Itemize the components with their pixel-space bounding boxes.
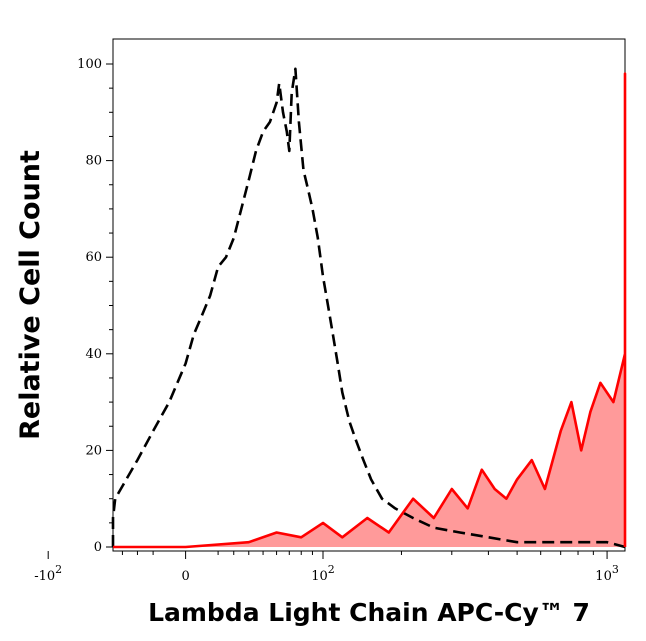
x-axis-title: Lambda Light Chain APC-Cy™ 7 <box>148 598 590 627</box>
y-axis-title: Relative Cell Count <box>15 150 46 440</box>
series-0-line <box>111 67 626 549</box>
y-tick-label: 20 <box>85 443 102 458</box>
y-tick-label: 0 <box>94 540 102 555</box>
x-tick-label: 0 <box>181 569 189 584</box>
x-tick-exponent: 2 <box>55 563 62 576</box>
x-tick-exponent: 3 <box>612 563 619 576</box>
x-tick-exponent: 2 <box>328 563 335 576</box>
y-tick-label: 80 <box>85 154 102 169</box>
series-1-fill <box>113 73 625 547</box>
x-tick-label: 103 <box>595 563 619 584</box>
y-axis: 0 20 40 60 80 100 <box>77 57 113 555</box>
y-tick-label: 40 <box>85 347 102 362</box>
x-tick-label: 102 <box>311 563 335 584</box>
series-1-line <box>113 72 627 549</box>
y-tick-label: 100 <box>77 57 102 72</box>
series-layer <box>111 67 627 549</box>
x-axis: -1020102103104105 <box>34 551 619 584</box>
y-tick-label: 60 <box>85 250 102 265</box>
x-tick-label: -102 <box>34 563 62 584</box>
